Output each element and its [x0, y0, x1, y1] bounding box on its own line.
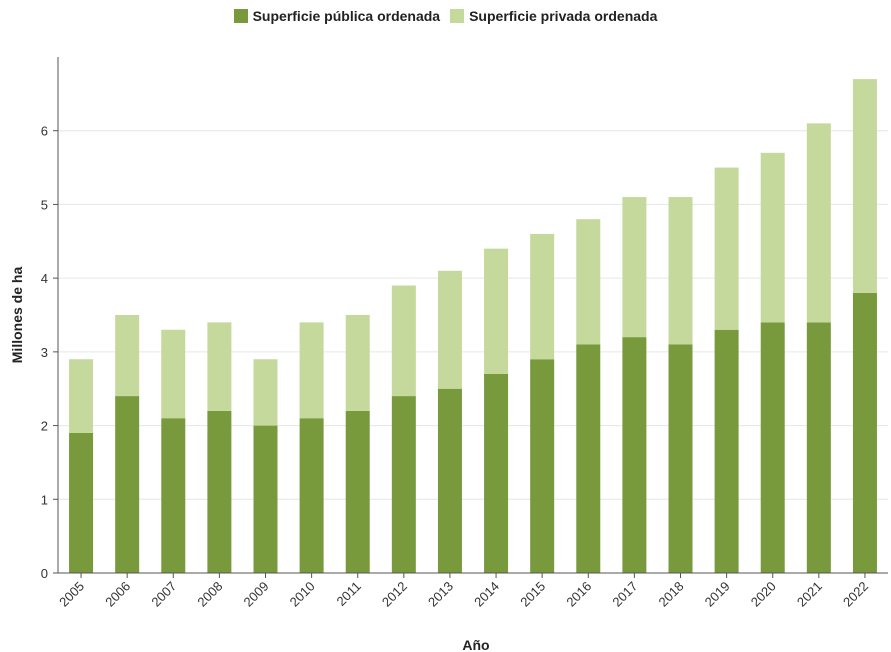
x-tick-label: 2011: [333, 579, 363, 609]
x-tick-label: 2022: [840, 579, 871, 610]
x-tick-label: 2008: [194, 579, 225, 610]
bar-privada-2014[interactable]: [484, 248, 509, 374]
y-tick-label: 6: [41, 124, 48, 139]
bar-privada-2015[interactable]: [530, 233, 555, 360]
bar-privada-2016[interactable]: [576, 219, 601, 345]
bar-publica-2014[interactable]: [484, 373, 509, 573]
y-tick-label: 4: [41, 271, 48, 286]
bar-publica-2015[interactable]: [530, 359, 555, 573]
x-axis-title: Año: [462, 637, 489, 652]
x-tick-label: 2005: [56, 579, 87, 610]
bar-publica-2020[interactable]: [760, 322, 785, 573]
legend: Superficie pública ordenada Superficie p…: [0, 8, 891, 24]
bar-privada-2013[interactable]: [437, 270, 462, 389]
x-tick-label: 2021: [794, 579, 825, 610]
y-tick-label: 2: [41, 419, 48, 434]
bar-publica-2010[interactable]: [299, 418, 324, 573]
x-tick-label: 2013: [425, 579, 456, 610]
bar-publica-2022[interactable]: [852, 292, 877, 573]
y-axis-title: Millones de ha: [9, 267, 25, 364]
bar-publica-2006[interactable]: [115, 396, 140, 573]
x-tick-label: 2006: [102, 579, 133, 610]
gridlines: [58, 130, 888, 500]
bar-publica-2011[interactable]: [345, 410, 370, 573]
legend-item-privada[interactable]: Superficie privada ordenada: [450, 8, 657, 24]
legend-label-publica: Superficie pública ordenada: [252, 8, 441, 24]
x-tick-label: 2017: [609, 579, 640, 610]
y-tick-label: 5: [41, 197, 48, 212]
legend-swatch-privada: [450, 9, 465, 23]
bar-publica-2017[interactable]: [622, 337, 647, 573]
bar-privada-2005[interactable]: [69, 359, 94, 433]
bar-publica-2013[interactable]: [437, 388, 462, 573]
x-tick-label: 2018: [656, 579, 687, 610]
bar-privada-2008[interactable]: [207, 322, 232, 411]
bar-privada-2012[interactable]: [391, 285, 416, 397]
bar-publica-2008[interactable]: [207, 410, 232, 573]
bar-privada-2020[interactable]: [760, 152, 785, 323]
x-tick-label: 2016: [563, 579, 594, 610]
x-tick-label: 2010: [287, 579, 318, 610]
bar-publica-2009[interactable]: [253, 425, 278, 573]
x-tick-label: 2012: [379, 579, 410, 610]
bar-publica-2021[interactable]: [806, 322, 831, 573]
bar-publica-2016[interactable]: [576, 344, 601, 573]
bar-privada-2011[interactable]: [345, 315, 370, 411]
bar-publica-2018[interactable]: [668, 344, 693, 573]
y-tick-label: 3: [41, 345, 48, 360]
x-tick-label: 2015: [517, 579, 548, 610]
x-tick-label: 2020: [748, 579, 779, 610]
bars: [69, 79, 877, 573]
bar-publica-2007[interactable]: [161, 418, 186, 573]
x-tick-label: 2009: [241, 579, 272, 610]
bar-privada-2018[interactable]: [668, 197, 693, 345]
bar-privada-2017[interactable]: [622, 197, 647, 338]
bar-privada-2009[interactable]: [253, 359, 278, 426]
bar-publica-2019[interactable]: [714, 329, 739, 573]
y-tick-label: 1: [41, 492, 48, 507]
bar-privada-2007[interactable]: [161, 329, 186, 419]
bar-privada-2010[interactable]: [299, 322, 324, 419]
x-tick-label: 2019: [702, 579, 733, 610]
bar-privada-2022[interactable]: [852, 79, 877, 293]
legend-swatch-publica: [233, 9, 248, 23]
bar-publica-2005[interactable]: [69, 432, 94, 573]
x-tick-label: 2014: [471, 579, 502, 610]
bar-privada-2006[interactable]: [115, 315, 140, 397]
bar-publica-2012[interactable]: [391, 396, 416, 573]
legend-label-privada: Superficie privada ordenada: [469, 8, 658, 24]
bar-privada-2019[interactable]: [714, 167, 739, 330]
legend-item-publica[interactable]: Superficie pública ordenada: [233, 8, 441, 24]
bar-privada-2021[interactable]: [806, 123, 831, 323]
x-tick-label: 2007: [148, 579, 179, 610]
y-tick-label: 0: [41, 566, 48, 581]
